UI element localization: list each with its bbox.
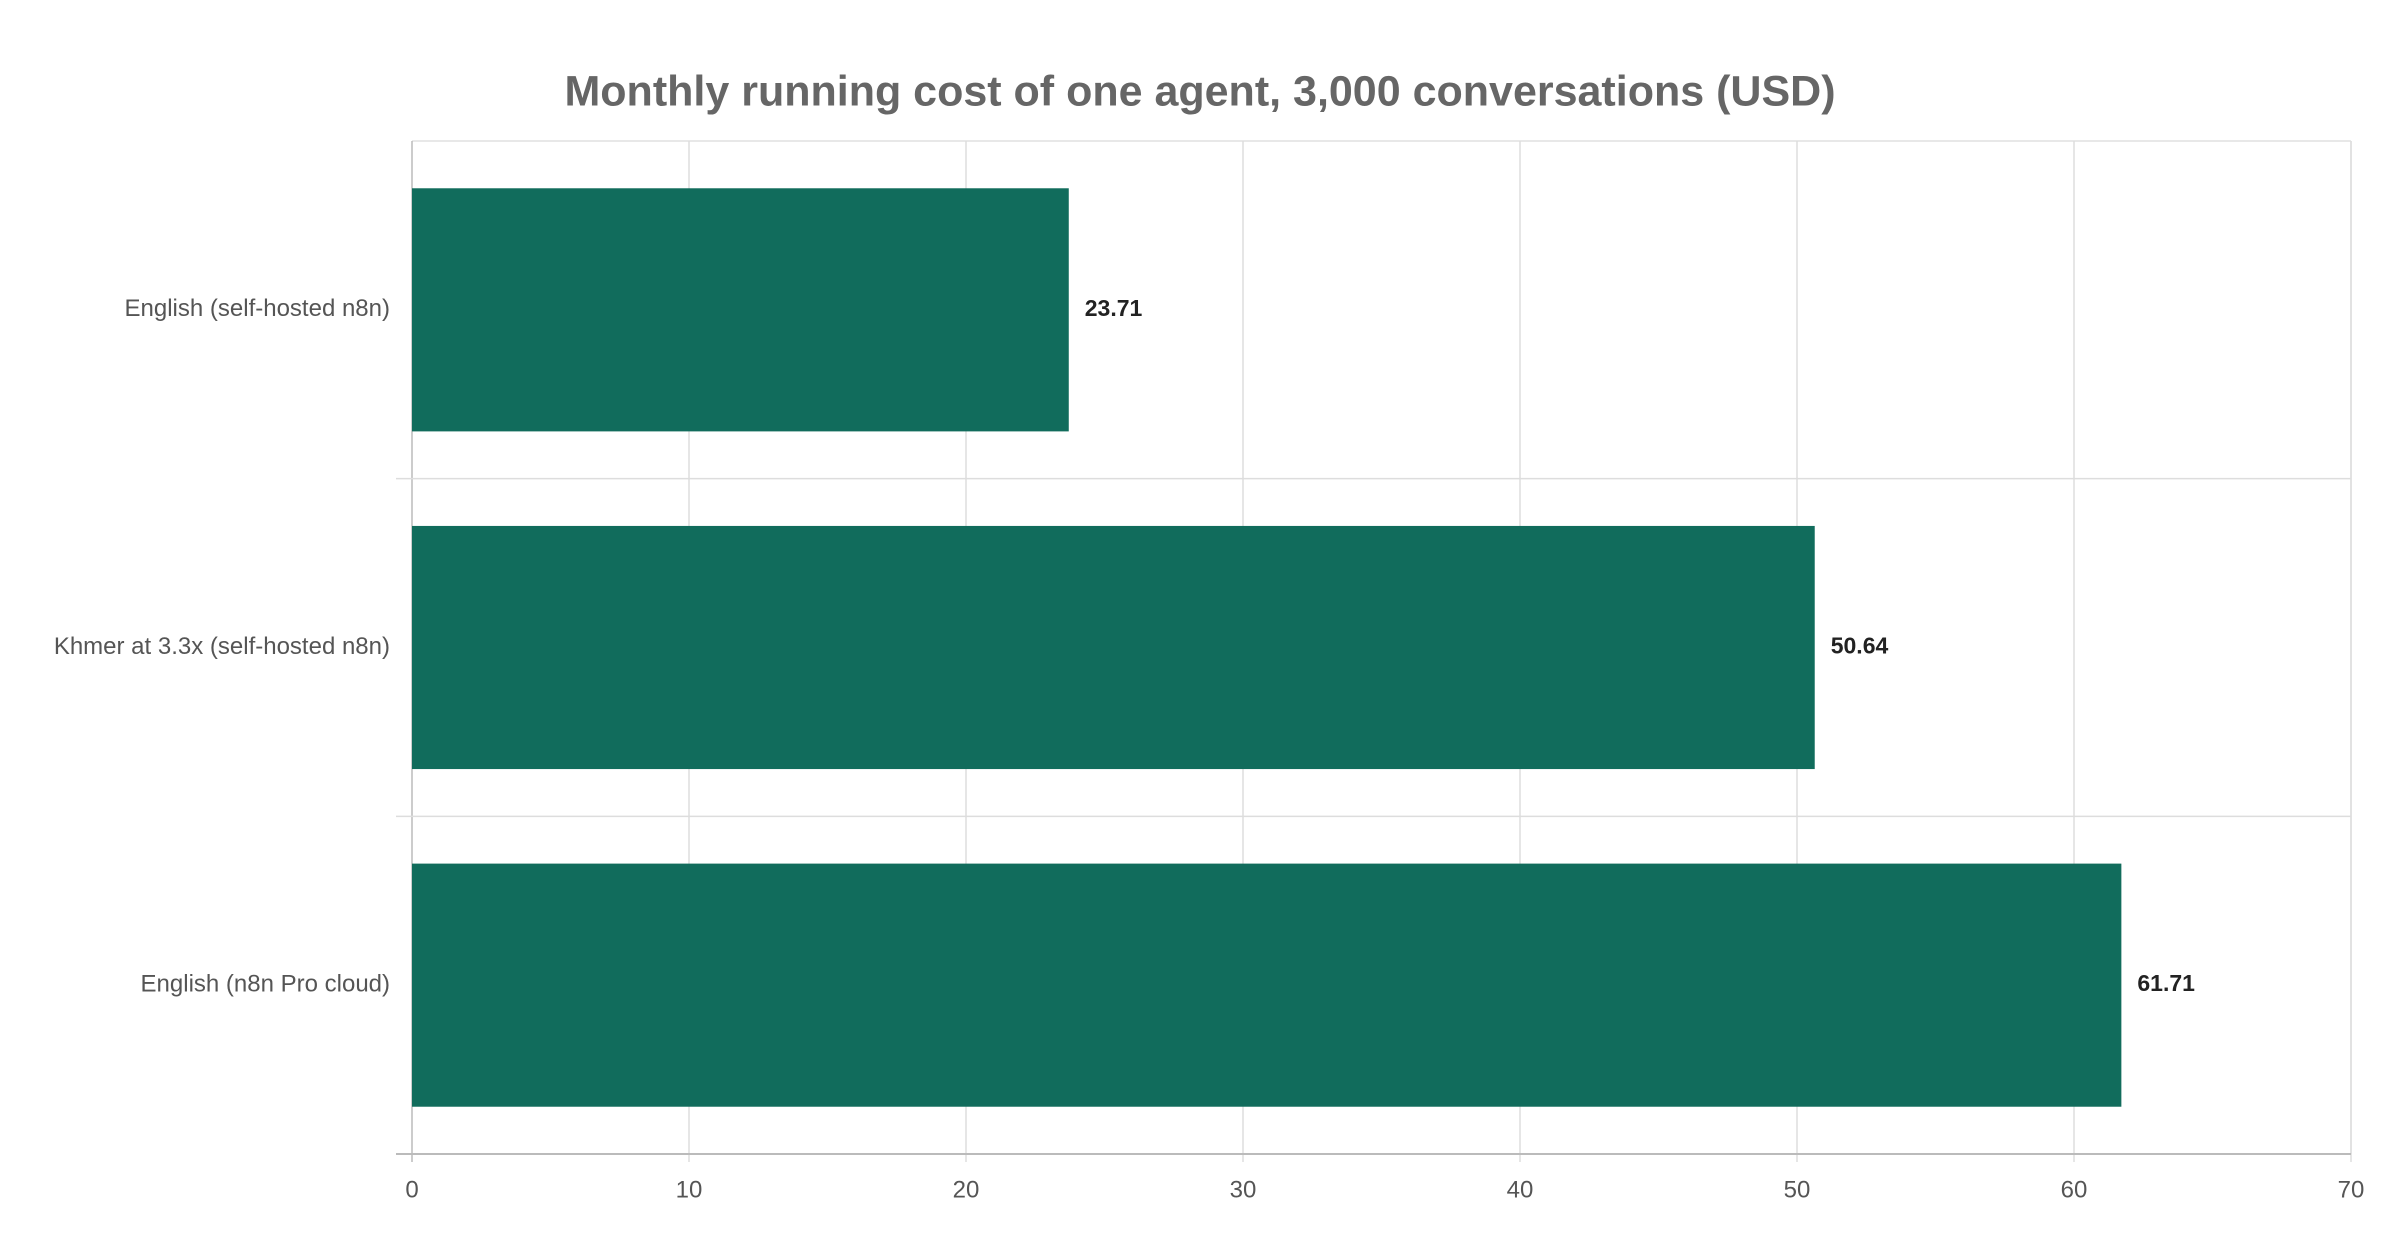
y-tick-label: Khmer at 3.3x (self-hosted n8n) bbox=[54, 633, 390, 660]
x-tick-label: 10 bbox=[676, 1176, 703, 1203]
y-tick-label: English (n8n Pro cloud) bbox=[141, 971, 390, 998]
x-tick-label: 50 bbox=[1784, 1176, 1811, 1203]
value-label: 23.71 bbox=[1085, 295, 1143, 321]
x-tick-label: 0 bbox=[405, 1176, 418, 1203]
value-label: 50.64 bbox=[1831, 633, 1889, 659]
bar bbox=[412, 863, 2122, 1107]
bar bbox=[412, 188, 1069, 432]
x-tick-label: 40 bbox=[1507, 1176, 1534, 1203]
chart-title: Monthly running cost of one agent, 3,000… bbox=[564, 67, 1835, 115]
x-tick-label: 70 bbox=[2338, 1176, 2365, 1203]
x-tick-label: 60 bbox=[2061, 1176, 2088, 1203]
x-tick-label: 30 bbox=[1230, 1176, 1257, 1203]
bar bbox=[412, 525, 1815, 770]
value-label: 61.71 bbox=[2137, 970, 2195, 996]
y-tick-label: English (self-hosted n8n) bbox=[125, 295, 390, 322]
x-tick-label: 20 bbox=[953, 1176, 980, 1203]
